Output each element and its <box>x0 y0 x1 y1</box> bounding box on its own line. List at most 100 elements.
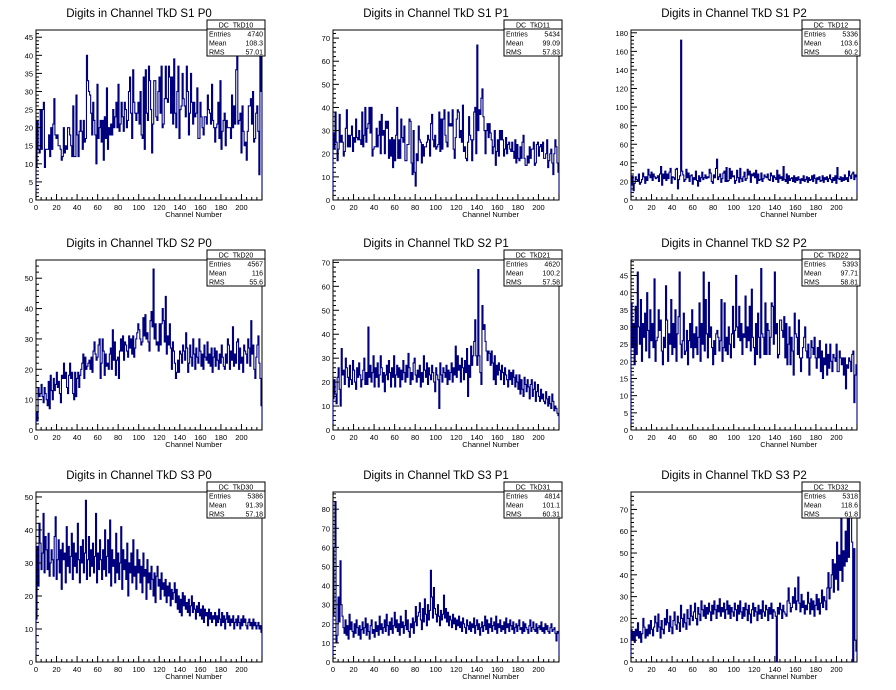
stats-box: DC_TkD31 Entries 4814 Mean 101.1 RMS 60.31 <box>503 481 563 519</box>
y-tick-label: 30 <box>25 335 33 344</box>
y-tick-label: 20 <box>322 150 330 159</box>
x-tick-label: 140 <box>769 203 782 212</box>
x-tick-label: 180 <box>215 665 228 674</box>
y-tick-label: 15 <box>620 374 628 383</box>
stats-row-label: RMS <box>804 50 820 57</box>
stats-row-value: 5336 <box>842 32 858 39</box>
x-tick-label: 0 <box>629 203 633 212</box>
stats-row-value: 5386 <box>247 494 263 501</box>
y-tick-label: 50 <box>25 274 33 283</box>
y-tick-label: 10 <box>25 396 33 405</box>
x-tick-label: 180 <box>512 433 525 442</box>
y-tick-label: 40 <box>322 330 330 339</box>
x-tick-label: 160 <box>789 203 802 212</box>
x-tick-label: 200 <box>532 203 545 212</box>
x-tick-label: 60 <box>93 665 101 674</box>
stats-row-value: 4567 <box>247 262 263 269</box>
y-tick-label: 30 <box>322 601 330 610</box>
stats-row-value: 99.09 <box>542 41 560 48</box>
x-tick-label: 120 <box>153 433 166 442</box>
histogram-panel-3: Digits in Channel TkD S1 P2 0 20 40 60 80 100 1… <box>615 8 861 219</box>
x-tick-label: 120 <box>748 203 761 212</box>
stats-row-label: Mean <box>506 503 524 510</box>
stats-row-value: 5318 <box>842 494 858 501</box>
y-tick-label: 20 <box>322 620 330 629</box>
stats-row-label: Mean <box>804 503 822 510</box>
y-tick-label: 70 <box>322 258 330 267</box>
x-tick-label: 140 <box>769 665 782 674</box>
stats-row-value: 55.6 <box>249 280 263 287</box>
y-tick-label: 0 <box>29 426 33 435</box>
x-tick-label: 100 <box>132 665 145 674</box>
y-tick-label: 160 <box>615 47 628 56</box>
histogram-series <box>332 44 560 200</box>
stats-row-value: 108.3 <box>245 41 263 48</box>
stats-box-frame <box>206 249 266 287</box>
x-axis-label: Channel Number <box>165 210 222 219</box>
stats-row-label: RMS <box>506 512 522 519</box>
y-tick-label: 70 <box>322 524 330 533</box>
stats-box-frame <box>206 19 266 57</box>
x-tick-label: 160 <box>194 203 207 212</box>
x-axis-label: Channel Number <box>462 440 519 449</box>
x-tick-label: 160 <box>491 433 504 442</box>
y-tick-label: 30 <box>620 323 628 332</box>
x-tick-label: 80 <box>114 433 122 442</box>
y-tick-label: 40 <box>25 51 33 60</box>
stats-box-name: DC_TkD20 <box>219 253 254 260</box>
x-tick-label: 40 <box>370 203 378 212</box>
x-tick-label: 80 <box>709 203 717 212</box>
y-tick-label: 0 <box>624 426 628 435</box>
x-tick-label: 60 <box>93 203 101 212</box>
x-tick-label: 40 <box>73 665 81 674</box>
y-tick-label: 180 <box>615 29 628 38</box>
stats-box-frame <box>801 249 861 287</box>
stats-row-value: 57.83 <box>542 50 560 57</box>
y-tick-label: 60 <box>322 57 330 66</box>
x-tick-label: 80 <box>709 433 717 442</box>
x-tick-label: 160 <box>789 665 802 674</box>
x-tick-label: 160 <box>491 203 504 212</box>
y-tick-label: 10 <box>620 392 628 401</box>
x-tick-label: 20 <box>647 203 655 212</box>
x-tick-label: 20 <box>349 665 357 674</box>
stats-row-value: 118.6 <box>841 503 858 510</box>
histogram-series <box>630 504 858 663</box>
y-tick-label: 40 <box>25 526 33 535</box>
x-axis-label: Channel Number <box>165 672 222 681</box>
y-tick-label: 140 <box>615 66 628 75</box>
y-tick-label: 80 <box>322 505 330 514</box>
x-tick-label: 0 <box>34 203 38 212</box>
stats-box-name: DC_TkD11 <box>516 23 550 30</box>
x-tick-label: 200 <box>830 433 843 442</box>
x-tick-label: 160 <box>491 665 504 674</box>
histogram-series <box>332 501 560 662</box>
stats-row-value: 97.71 <box>840 271 858 278</box>
x-tick-label: 0 <box>629 665 633 674</box>
y-tick-label: 10 <box>322 402 330 411</box>
y-tick-label: 20 <box>620 357 628 366</box>
y-tick-label: 25 <box>620 340 628 349</box>
y-tick-label: 20 <box>25 592 33 601</box>
y-tick-label: 45 <box>25 33 33 42</box>
stats-row-label: Entries <box>209 262 231 269</box>
stats-row-value: 57.18 <box>245 512 263 519</box>
stats-row-label: RMS <box>209 50 225 57</box>
x-tick-label: 200 <box>235 203 248 212</box>
histogram-panel-7: Digits in Channel TkD S3 P00 20 40 60 80 100 1… <box>25 470 266 681</box>
plot-title: Digits in Channel TkD S2 P1 <box>363 238 509 250</box>
x-tick-label: 80 <box>709 665 717 674</box>
y-tick-label: 60 <box>620 140 628 149</box>
x-axis-label: Channel Number <box>462 210 519 219</box>
plot-title: Digits in Channel TkD S3 P2 <box>661 470 807 482</box>
x-tick-label: 20 <box>647 665 655 674</box>
x-tick-label: 20 <box>647 433 655 442</box>
stats-box: DC_TkD10 Entries 4740 Mean 108.3 RMS 57.01 <box>206 19 266 57</box>
stats-row-label: Mean <box>506 41 524 48</box>
x-tick-label: 20 <box>349 433 357 442</box>
y-tick-label: 50 <box>322 80 330 89</box>
x-tick-label: 80 <box>411 433 419 442</box>
stats-box-name: DC_TkD10 <box>219 23 254 30</box>
y-tick-label: 30 <box>25 87 33 96</box>
stats-row-label: Entries <box>506 262 528 269</box>
